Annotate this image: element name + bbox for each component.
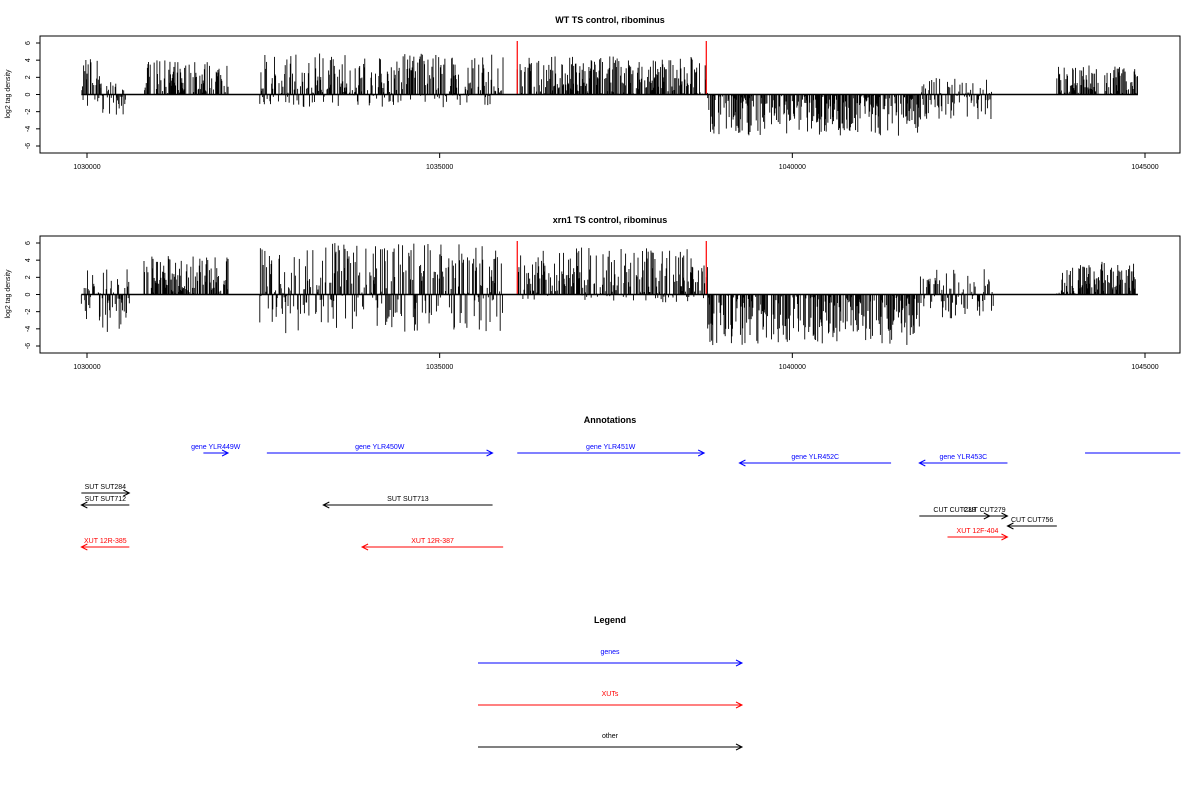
- wt-y-tick-label: 2: [25, 75, 32, 79]
- feature-arrow-head: [1001, 533, 1009, 541]
- wt-y-tick-label: 6: [25, 41, 32, 45]
- wt-bars: [81, 53, 1138, 136]
- wt-x-tick-label: 1045000: [1131, 164, 1158, 171]
- feature-label: gene YLR449W: [191, 444, 241, 451]
- annotations-panel: Annotations gene YLR449W gene YLR450W gene…: [80, 415, 1181, 551]
- wt-x-tick-label: 1040000: [779, 164, 806, 171]
- feature-arrow-head: [322, 501, 330, 509]
- feature-label: CUT CUT279: [963, 507, 1005, 514]
- legend-panel: Legend genes XUTs other: [478, 615, 744, 751]
- xrn1-y-tick-label: 0: [25, 292, 32, 296]
- wt-y-tick-label: -2: [25, 108, 32, 114]
- xrn1-y-tick-label: -6: [25, 343, 32, 349]
- legend-item-label: XUTs: [602, 691, 619, 698]
- annotation-features: gene YLR449W gene YLR450W gene YLR451W gene…: [80, 444, 1181, 551]
- feature-arrow-head: [80, 501, 88, 509]
- xrn1-track-panel: xrn1 TS control, ribominus log2 tag dens…: [5, 215, 1181, 371]
- annotation-feature: CUT CUT756: [1006, 517, 1057, 530]
- feature-label: XUT 12R-385: [84, 538, 127, 545]
- feature-arrow-head: [1006, 522, 1014, 530]
- feature-label: gene YLR451W: [586, 444, 636, 451]
- feature-label: CUT CUT239: [933, 507, 975, 514]
- feature-label: gene YLR453C: [940, 454, 988, 461]
- annotation-feature: gene YLR451W: [517, 444, 706, 457]
- xrn1-x-tick-label: 1030000: [73, 364, 100, 371]
- feature-arrow-head: [1001, 512, 1009, 520]
- legend-items: genes XUTs other: [478, 649, 744, 751]
- legend-item-label: genes: [600, 649, 620, 656]
- xrn1-x-tick-label: 1040000: [779, 364, 806, 371]
- xrn1-y-tick-label: 2: [25, 275, 32, 279]
- wt-x-tick-label: 1035000: [426, 164, 453, 171]
- wt-y-tick-label: -6: [25, 143, 32, 149]
- legend-item: genes: [478, 649, 744, 667]
- xrn1-y-tick-label: 4: [25, 258, 32, 262]
- feature-arrow-head: [486, 449, 494, 457]
- legend-item-label: other: [602, 733, 619, 740]
- wt-track-panel: WT TS control, ribominus log2 tag densit…: [5, 15, 1181, 171]
- legend-arrow-head: [735, 701, 744, 709]
- feature-arrow-head: [221, 449, 230, 457]
- annotation-feature: XUT 12R-387: [360, 538, 504, 551]
- annotation-feature: XUT 12F-404: [947, 528, 1009, 541]
- annotation-feature: gene YLR450W: [266, 444, 494, 457]
- feature-label: XUT 12R-387: [411, 538, 454, 545]
- wt-x-axis: 1030000 1035000 1040000 1045000: [73, 153, 1159, 171]
- wt-track-title: WT TS control, ribominus: [555, 15, 665, 25]
- xrn1-x-tick-label: 1045000: [1131, 364, 1158, 371]
- feature-arrow-head: [738, 459, 746, 467]
- feature-label: SUT SUT713: [387, 496, 429, 503]
- xrn1-y-tick-label: -2: [25, 308, 32, 314]
- wt-y-tick-label: -4: [25, 126, 32, 132]
- feature-arrow-head: [918, 459, 926, 467]
- feature-arrow-head: [123, 489, 131, 497]
- annotation-feature: CUT CUT279: [961, 507, 1009, 520]
- feature-label: SUT SUT712: [85, 496, 127, 503]
- feature-arrow-head: [360, 543, 369, 551]
- xrn1-track-title: xrn1 TS control, ribominus: [553, 215, 668, 225]
- wt-y-axis-label: log2 tag density: [5, 69, 12, 119]
- legend-arrow-head: [735, 743, 744, 751]
- annotation-feature: SUT SUT712: [80, 496, 130, 509]
- xrn1-x-axis: 1030000 1035000 1040000 1045000: [73, 353, 1159, 371]
- xrn1-markers: [516, 241, 707, 295]
- annotation-feature: gene YLR449W: [191, 444, 241, 457]
- annotation-feature: SUT SUT284: [81, 484, 131, 497]
- annotations-title: Annotations: [584, 415, 637, 425]
- annotation-feature: gene YLR453C: [918, 454, 1008, 467]
- feature-label: SUT SUT284: [85, 484, 127, 491]
- wt-x-tick-label: 1030000: [73, 164, 100, 171]
- feature-label: gene YLR450W: [355, 444, 405, 451]
- wt-y-tick-label: 4: [25, 58, 32, 62]
- legend-item: XUTs: [478, 691, 744, 709]
- xrn1-y-tick-label: 6: [25, 241, 32, 245]
- annotation-feature: SUT SUT713: [322, 496, 493, 509]
- feature-label: CUT CUT756: [1011, 517, 1053, 524]
- feature-label: XUT 12F-404: [957, 528, 999, 535]
- feature-label: gene YLR452C: [791, 454, 839, 461]
- xrn1-y-axis-label: log2 tag density: [5, 269, 12, 319]
- feature-arrow-head: [697, 449, 706, 457]
- legend-arrow-head: [735, 659, 744, 667]
- xrn1-x-tick-label: 1035000: [426, 364, 453, 371]
- annotation-feature: gene YLR452C: [738, 454, 892, 467]
- legend-item: other: [478, 733, 744, 751]
- annotation-feature: XUT 12R-385: [80, 538, 130, 551]
- legend-title: Legend: [594, 615, 626, 625]
- feature-arrow-head: [80, 543, 88, 551]
- wt-y-tick-label: 0: [25, 92, 32, 96]
- xrn1-y-tick-label: -4: [25, 326, 32, 332]
- wt-y-axis: 6 4 2 0 -2 -4 -6: [25, 41, 41, 149]
- wt-markers: [516, 41, 707, 95]
- xrn1-y-axis: 6 4 2 0 -2 -4 -6: [25, 241, 41, 349]
